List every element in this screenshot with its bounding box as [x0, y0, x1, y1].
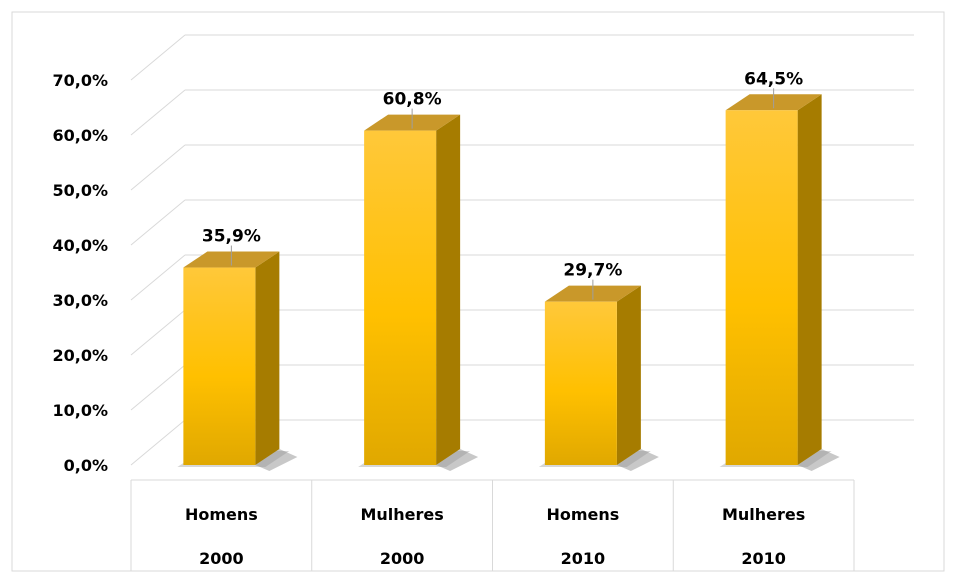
y-tick-label: 70,0%	[52, 71, 108, 90]
y-tick-label: 50,0%	[52, 181, 108, 200]
bar	[538, 285, 659, 471]
y-tick-label: 10,0%	[52, 401, 108, 420]
gridline-side	[130, 89, 186, 136]
category-label-year: 2000	[199, 549, 244, 568]
y-tick-label: 0,0%	[64, 456, 108, 475]
bar	[358, 114, 479, 471]
bars	[177, 94, 840, 471]
bar-side	[616, 285, 641, 465]
category-label-group: Homens	[185, 505, 258, 524]
gridline-side	[130, 34, 186, 81]
data-label: 64,5%	[744, 69, 803, 89]
gridline-side	[130, 309, 186, 356]
bar-front	[364, 130, 437, 465]
gridline-side	[130, 144, 186, 191]
bar-shadow	[797, 449, 840, 471]
y-tick-label: 60,0%	[52, 126, 108, 145]
bar-side	[255, 251, 280, 465]
category-label-year: 2000	[380, 549, 425, 568]
bar	[177, 251, 298, 471]
gridline-side	[130, 254, 186, 301]
data-label: 29,7%	[563, 261, 622, 281]
gridline-side	[130, 199, 186, 246]
category-label-year: 2010	[741, 549, 786, 568]
bar-front	[544, 301, 617, 465]
y-tick-label: 40,0%	[52, 236, 108, 255]
bar-front	[725, 110, 798, 465]
bar-shadow	[616, 449, 659, 471]
category-table: Homens 2000 Mulheres 2000 Homens 2010 Mulheres…	[130, 479, 855, 571]
bar-shadow	[436, 449, 479, 471]
bar-shadow	[255, 449, 298, 471]
chart-border	[11, 11, 945, 572]
bar	[719, 94, 840, 471]
y-tick-label: 30,0%	[52, 291, 108, 310]
category-label-group: Homens	[546, 505, 619, 524]
y-tick-label: 20,0%	[52, 346, 108, 365]
bar-front	[183, 267, 256, 465]
bar-side	[436, 114, 461, 465]
gridline-side	[130, 364, 186, 411]
category-label-group: Mulheres	[722, 505, 805, 524]
y-axis: 0,0% 10,0% 20,0% 30,0% 40,0% 50,0% 60,0% 70,0%	[52, 71, 108, 475]
data-label: 35,9%	[202, 227, 261, 247]
category-label-group: Mulheres	[360, 505, 443, 524]
data-labels: 35,9% 60,8% 29,7% 64,5%	[202, 69, 803, 300]
category-label-year: 2010	[561, 549, 606, 568]
bar-side	[797, 94, 822, 465]
gridline-side	[130, 419, 186, 466]
data-label: 60,8%	[383, 90, 442, 110]
